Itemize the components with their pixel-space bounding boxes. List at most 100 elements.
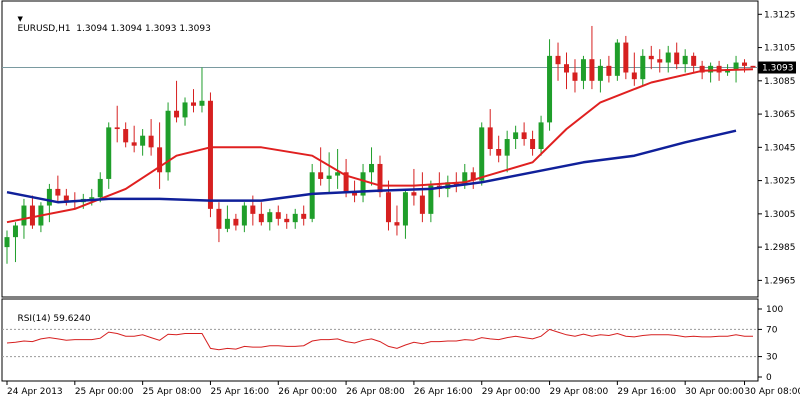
candle-body (419, 195, 425, 214)
time-tick-label: 26 Apr 16:00 (414, 387, 473, 397)
main-panel-frame (1, 0, 759, 298)
candle-body (589, 59, 595, 81)
candle-body (547, 55, 553, 123)
candle-body (343, 172, 349, 193)
candle-body (21, 205, 27, 226)
rsi-panel-frame (1, 298, 759, 382)
candle-body (250, 205, 256, 214)
candle-body (716, 65, 722, 73)
candle-body (597, 65, 603, 81)
candle-body (123, 129, 129, 143)
candle-body (564, 64, 569, 73)
candle-body (572, 72, 578, 81)
candle-body (530, 139, 536, 149)
price-tick-label: 1.3065 (764, 110, 796, 120)
candle-body (89, 197, 95, 199)
candle-body (4, 237, 10, 248)
candle-body (106, 127, 112, 179)
last-price-label: 1.3093 (762, 64, 794, 74)
candle-body (29, 205, 35, 226)
candle-body (487, 127, 493, 149)
candle-body (360, 172, 366, 196)
candle-body (623, 42, 629, 73)
candle-body (148, 135, 154, 148)
candle-body (292, 213, 298, 223)
candle-body (199, 100, 205, 106)
candle-body (462, 172, 468, 186)
candle-body (284, 218, 290, 223)
price-tick-label: 1.2965 (764, 276, 796, 286)
time-tick-label: 30 Apr 00:00 (685, 387, 744, 397)
candle-body (165, 110, 171, 173)
candle-body (682, 55, 688, 65)
candle-body (640, 55, 646, 80)
candle-body (521, 132, 527, 140)
candle-body (97, 178, 103, 198)
time-tick-label: 26 Apr 08:00 (346, 387, 405, 397)
moving-averages-group (6, 68, 754, 224)
candle-body (402, 192, 408, 226)
candle-body (504, 139, 510, 156)
price-tick-label: 1.3105 (764, 44, 796, 54)
candle-body (631, 72, 637, 80)
candle-body (614, 42, 620, 76)
price-tick-label: 1.3005 (764, 210, 796, 220)
candle-body (224, 218, 230, 229)
time-tick-label: 30 Apr 08:00 (745, 387, 800, 397)
price-tick-label: 1.3045 (764, 143, 796, 153)
candle-body (394, 222, 400, 226)
candle-body (140, 135, 146, 146)
candle-body (453, 182, 459, 186)
rsi-group (2, 328, 758, 358)
candle-body (733, 62, 739, 70)
time-tick-label: 29 Apr 16:00 (617, 387, 676, 397)
candle-body (182, 102, 188, 118)
candle-body (241, 205, 247, 226)
time-tick-label: 29 Apr 08:00 (550, 387, 609, 397)
rsi-line (6, 328, 753, 351)
candle-body (580, 59, 586, 81)
candle-body (428, 185, 434, 214)
candle-body (258, 213, 264, 223)
candle-body (301, 213, 307, 219)
rsi-title: RSI(14) 59.6240 (17, 314, 91, 324)
candle-body (309, 172, 315, 219)
price-tick-label: 1.3025 (764, 177, 796, 187)
candle-body (267, 212, 273, 223)
candle-body (513, 132, 519, 140)
candle-body (352, 192, 358, 196)
fast-moving-average-line (6, 68, 754, 224)
candle-body (691, 55, 697, 66)
candle-body (369, 163, 375, 173)
candle-body (538, 122, 544, 149)
last-price-box (758, 61, 796, 74)
candle-body (742, 62, 748, 66)
candle-body (708, 65, 714, 73)
rsi-tick-label: 30 (766, 353, 778, 363)
slow-moving-average-line (6, 129, 737, 204)
candle-body (699, 65, 705, 73)
candle-body (385, 192, 391, 223)
candle-body (674, 52, 680, 65)
candle-body (479, 127, 485, 181)
chart-frames (1, 0, 759, 382)
price-tick-label: 1.3085 (764, 77, 796, 87)
candle-body (275, 212, 281, 219)
time-tick-label: 25 Apr 00:00 (75, 387, 134, 397)
dropdown-triangle-icon[interactable]: ▼ (17, 15, 23, 23)
candle-body (114, 127, 120, 130)
candle-body (750, 65, 756, 68)
candle-body (233, 218, 239, 226)
time-tick-label: 25 Apr 16:00 (210, 387, 269, 397)
candle-body (55, 188, 61, 196)
price-tick-label: 1.2985 (764, 243, 796, 253)
candle-body (335, 172, 341, 176)
candle-body (216, 208, 222, 229)
candle-body (665, 52, 671, 63)
candle-body (606, 65, 612, 76)
candle-body (657, 59, 663, 63)
candle-body (46, 188, 52, 206)
candle-body (191, 102, 196, 106)
